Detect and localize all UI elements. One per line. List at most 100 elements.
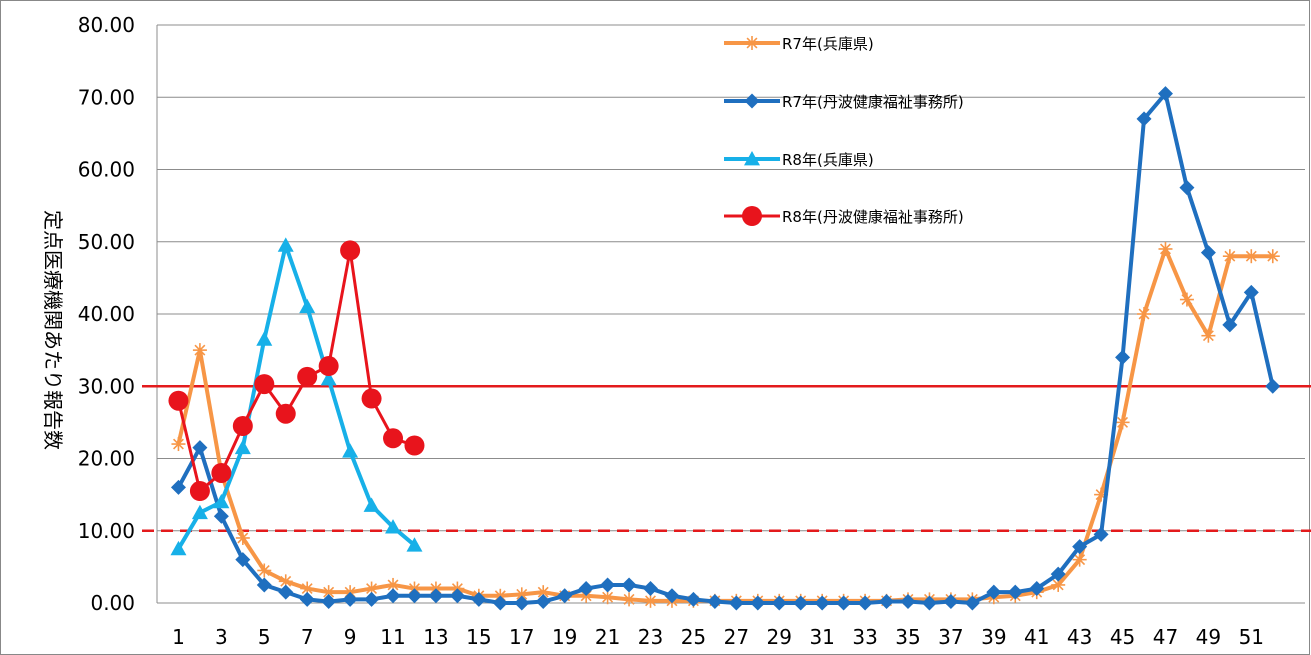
- data-point-star: [235, 530, 250, 545]
- data-point-diamond: [213, 508, 229, 524]
- data-point-diamond: [664, 588, 680, 604]
- star-stroke: [1224, 250, 1236, 262]
- data-point-diamond: [299, 591, 315, 607]
- data-point-diamond: [1050, 566, 1066, 582]
- data-point-diamond: [621, 577, 637, 593]
- series-group: [168, 86, 1281, 611]
- data-point-star: [1265, 249, 1280, 264]
- data-point-diamond: [428, 588, 444, 604]
- data-point-diamond: [857, 595, 873, 611]
- star-stroke: [645, 595, 656, 607]
- star-stroke: [1202, 330, 1214, 342]
- data-point-star: [745, 36, 759, 50]
- y-tick-label: 70.00: [78, 85, 135, 109]
- x-tick-label: 45: [1110, 625, 1135, 649]
- star-stroke: [387, 579, 399, 591]
- star-stroke: [258, 565, 270, 576]
- data-point-diamond: [514, 595, 530, 611]
- data-point-diamond: [986, 584, 1002, 600]
- star-stroke: [1117, 416, 1129, 428]
- data-point-diamond: [744, 93, 760, 109]
- data-point-diamond: [685, 591, 701, 607]
- y-axis-label: 定点医療機関あたり報告数: [41, 210, 65, 450]
- x-tick-label: 35: [895, 625, 920, 649]
- series-line: [176, 91, 1275, 605]
- legend-label: R8年(兵庫県): [782, 151, 874, 169]
- data-point-circle: [297, 366, 318, 387]
- data-point-diamond: [342, 591, 358, 607]
- data-point-diamond: [1243, 284, 1259, 300]
- data-point-diamond: [1200, 245, 1216, 261]
- data-point-circle: [404, 435, 425, 456]
- data-point-star: [622, 592, 637, 607]
- data-point-star: [514, 587, 529, 602]
- data-point-circle: [168, 390, 189, 411]
- data-point-diamond: [1157, 86, 1173, 102]
- data-point-diamond: [1093, 526, 1109, 542]
- data-point-diamond: [235, 552, 251, 568]
- x-tick-label: 51: [1239, 625, 1264, 649]
- data-point-triangle: [256, 331, 273, 346]
- legend-item: R7年(丹波健康福祉事務所): [724, 93, 964, 111]
- legend-item: R7年(兵庫県): [724, 35, 874, 53]
- data-point-diamond: [600, 577, 616, 593]
- data-point-triangle: [406, 537, 423, 552]
- star-stroke: [1245, 250, 1257, 262]
- data-point-diamond: [406, 588, 422, 604]
- series-2: [170, 86, 1281, 611]
- data-point-star: [171, 437, 186, 452]
- data-point-diamond: [814, 595, 830, 611]
- legend-label: R7年(丹波健康福祉事務所): [782, 93, 964, 111]
- legend-label: R7年(兵庫県): [782, 35, 874, 53]
- x-tick-label: 47: [1153, 625, 1178, 649]
- star-stroke: [301, 583, 313, 595]
- star-stroke: [1052, 579, 1064, 591]
- x-tick-label: 33: [852, 625, 877, 649]
- star-stroke: [172, 438, 184, 450]
- x-tick-label: 9: [344, 625, 357, 649]
- y-tick-label: 0.00: [90, 591, 135, 615]
- x-tick-label: 23: [638, 625, 663, 649]
- data-point-diamond: [471, 591, 487, 607]
- data-point-triangle: [213, 493, 230, 509]
- data-point-star: [1244, 249, 1259, 264]
- data-point-star: [600, 590, 615, 605]
- data-point-diamond: [321, 594, 337, 610]
- x-tick-label: 17: [509, 625, 534, 649]
- data-point-diamond: [793, 595, 809, 611]
- x-tick-label: 39: [981, 625, 1006, 649]
- data-point-diamond: [879, 594, 895, 610]
- data-point-star: [1201, 328, 1216, 343]
- data-point-circle: [254, 374, 275, 395]
- y-tick-label: 40.00: [78, 302, 135, 326]
- data-point-diamond: [964, 595, 980, 611]
- data-point-triangle: [342, 443, 359, 458]
- star-stroke: [194, 344, 206, 356]
- x-tick-label: 21: [595, 625, 620, 649]
- x-tick-label: 49: [1196, 625, 1221, 649]
- x-tick-label: 13: [423, 625, 448, 649]
- data-point-diamond: [492, 595, 508, 611]
- data-point-diamond: [192, 440, 208, 456]
- data-point-diamond: [364, 591, 380, 607]
- data-point-star: [1179, 292, 1194, 307]
- data-point-triangle: [320, 371, 337, 386]
- data-point-diamond: [771, 595, 787, 611]
- star-stroke: [537, 586, 549, 598]
- data-point-circle: [211, 462, 232, 483]
- data-point-diamond: [921, 595, 937, 611]
- data-point-circle: [232, 415, 253, 436]
- x-tick-label: 11: [380, 625, 405, 649]
- data-point-star: [1072, 552, 1087, 567]
- star-stroke: [280, 575, 292, 587]
- data-point-diamond: [278, 584, 294, 600]
- data-point-star: [1115, 415, 1130, 430]
- data-point-circle: [340, 240, 361, 261]
- data-point-triangle: [744, 151, 760, 166]
- data-point-triangle: [170, 540, 187, 556]
- y-axis-ticks: 0.00 10.00 20.00 30.00 40.00 50.00 60.00 70.00 8…: [78, 13, 135, 615]
- star-stroke: [623, 593, 635, 605]
- data-point-circle: [275, 403, 296, 424]
